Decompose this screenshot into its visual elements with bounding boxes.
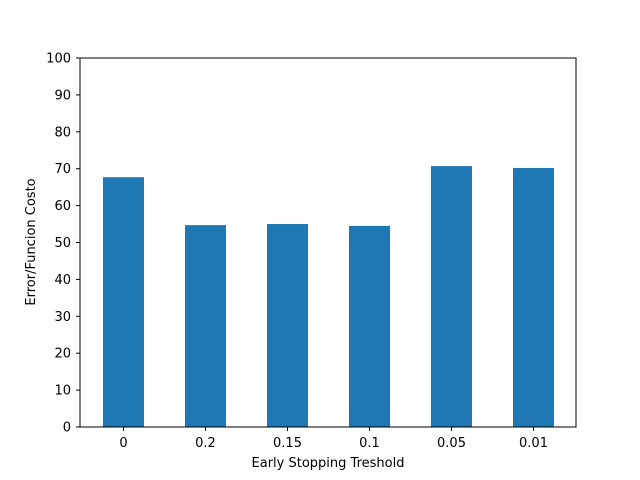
x-axis-label: Early Stopping Treshold [252, 456, 405, 471]
x-tick-label: 0.01 [519, 436, 548, 451]
x-tick-label: 0.1 [359, 436, 380, 451]
bar-0.05 [431, 166, 472, 427]
y-tick-label: 10 [54, 384, 71, 399]
bar-0 [103, 177, 144, 427]
y-tick-label: 90 [54, 88, 71, 103]
bar-0.01 [513, 167, 554, 427]
y-tick-label: 0 [63, 421, 71, 436]
x-tick-label: 0.05 [437, 436, 466, 451]
y-tick-label: 80 [54, 125, 71, 140]
bar-0.1 [349, 225, 390, 427]
bar-0.15 [267, 224, 308, 427]
y-tick-label: 30 [54, 310, 71, 325]
y-tick-label: 50 [54, 236, 71, 251]
y-tick-label: 40 [54, 273, 71, 288]
plot-frame [79, 57, 577, 428]
x-tick-label: 0 [119, 436, 127, 451]
y-tick-label: 70 [54, 162, 71, 177]
x-tick-label: 0.15 [273, 436, 302, 451]
y-tick-label: 60 [54, 199, 71, 214]
y-axis: 0 10 20 30 40 50 60 70 80 90 100 [46, 52, 80, 436]
x-axis: 0 0.2 0.15 0.1 0.05 0.01 [119, 427, 548, 451]
y-tick-label: 20 [54, 347, 71, 362]
y-tick-label: 100 [46, 52, 71, 67]
y-axis-label: Error/Funcion Costo [24, 178, 39, 305]
bars-group [103, 166, 554, 427]
x-tick-label: 0.2 [195, 436, 216, 451]
bar-0.2 [185, 225, 226, 427]
